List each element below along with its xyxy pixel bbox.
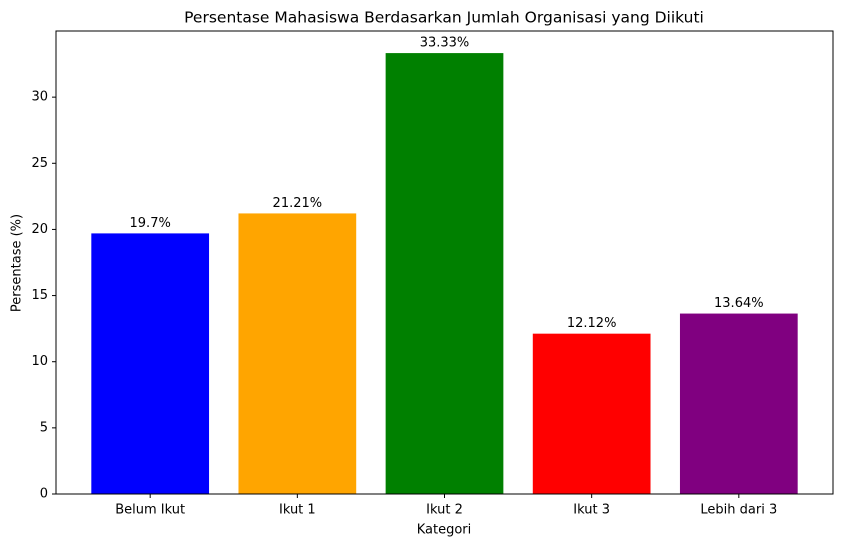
- bar: [238, 213, 357, 494]
- y-tick-label: 20: [31, 222, 48, 237]
- y-tick-label: 0: [40, 487, 48, 502]
- chart-title: Persentase Mahasiswa Berdasarkan Jumlah …: [184, 9, 704, 27]
- bar: [532, 333, 651, 494]
- data-label: 13.64%: [714, 296, 764, 311]
- bar: [91, 233, 210, 494]
- bar: [679, 313, 798, 494]
- bar: [385, 53, 504, 495]
- y-axis-label: Persentase (%): [10, 214, 25, 312]
- x-tick-label: Lebih dari 3: [700, 503, 777, 518]
- data-label: 12.12%: [567, 316, 617, 331]
- y-tick-label: 15: [31, 288, 48, 303]
- x-axis-label: Kategori: [417, 523, 472, 538]
- x-tick-label: Belum Ikut: [115, 503, 185, 518]
- data-label: 33.33%: [420, 36, 470, 51]
- x-tick-label: Ikut 2: [426, 503, 463, 518]
- y-tick-label: 10: [31, 354, 48, 369]
- y-tick-label: 30: [31, 90, 48, 105]
- y-tick-label: 25: [31, 156, 48, 171]
- data-label: 21.21%: [273, 196, 323, 211]
- plot-frame: [55, 30, 834, 495]
- x-tick-label: Ikut 1: [279, 503, 316, 518]
- x-tick-label: Ikut 3: [573, 503, 610, 518]
- y-tick-label: 5: [40, 420, 48, 435]
- data-label: 19.7%: [130, 216, 171, 231]
